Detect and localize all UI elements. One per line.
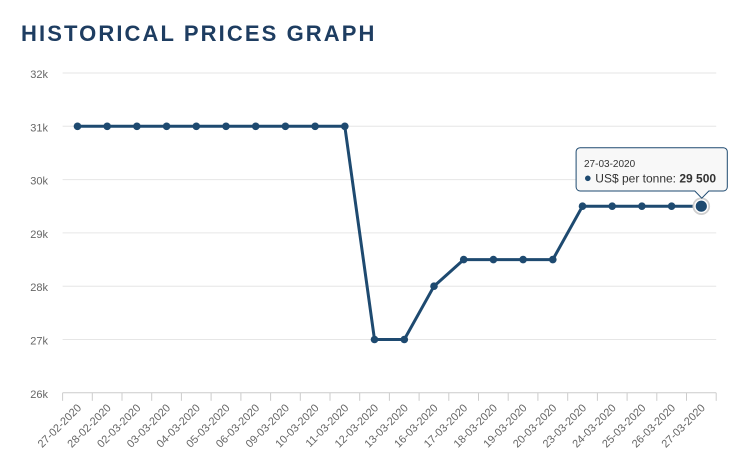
svg-text:31k: 31k — [30, 122, 48, 134]
svg-text:US$ per tonne: 29 500: US$ per tonne: 29 500 — [595, 172, 716, 186]
svg-text:30k: 30k — [30, 176, 48, 188]
svg-text:27k: 27k — [30, 336, 48, 348]
svg-text:28k: 28k — [30, 282, 48, 294]
svg-text:26k: 26k — [30, 389, 48, 401]
svg-text:32k: 32k — [30, 69, 48, 81]
svg-text:27-03-2020: 27-03-2020 — [584, 159, 636, 170]
svg-text:29k: 29k — [30, 229, 48, 241]
